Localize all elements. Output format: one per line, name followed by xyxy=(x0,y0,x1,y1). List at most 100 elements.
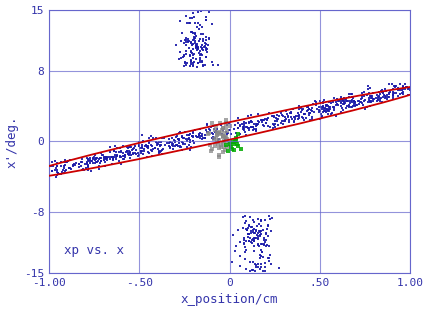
Point xyxy=(304,105,311,110)
Point xyxy=(132,151,139,156)
Point xyxy=(217,121,224,126)
Point xyxy=(199,46,206,51)
Point xyxy=(139,139,146,144)
Point xyxy=(189,139,196,144)
Point xyxy=(306,118,313,123)
Point xyxy=(115,159,122,164)
Point xyxy=(275,123,281,128)
Point xyxy=(94,156,100,161)
Point xyxy=(67,158,74,163)
Point xyxy=(169,136,175,141)
Point xyxy=(203,50,210,55)
Point xyxy=(350,104,357,109)
Point xyxy=(343,105,350,110)
Point xyxy=(53,163,60,168)
Point xyxy=(312,103,319,108)
Point xyxy=(183,36,190,41)
Point xyxy=(321,106,328,111)
Point xyxy=(204,122,211,127)
Point xyxy=(323,107,329,112)
Point xyxy=(385,91,392,96)
Point xyxy=(187,16,193,21)
Point xyxy=(121,156,128,161)
Point xyxy=(187,62,194,67)
Point xyxy=(400,90,407,95)
Point xyxy=(306,106,313,111)
Point xyxy=(390,90,396,95)
Point xyxy=(139,152,146,157)
Point xyxy=(345,103,352,108)
Point xyxy=(323,109,329,114)
Point xyxy=(139,149,146,154)
Point xyxy=(254,236,261,241)
Point xyxy=(153,136,160,141)
Point xyxy=(269,125,276,130)
Point xyxy=(290,114,297,119)
Point xyxy=(157,143,163,148)
Point xyxy=(245,125,252,130)
Point xyxy=(199,131,206,136)
Point xyxy=(308,109,315,114)
Point xyxy=(220,126,227,131)
Point xyxy=(226,139,233,144)
Point xyxy=(288,111,295,116)
Point xyxy=(187,132,194,137)
Point xyxy=(357,97,364,102)
Point xyxy=(242,221,248,226)
Point xyxy=(239,125,246,130)
Point xyxy=(359,101,366,106)
Point xyxy=(366,96,373,101)
Point xyxy=(240,126,247,131)
Point xyxy=(258,228,265,233)
Point xyxy=(251,226,257,231)
Point xyxy=(265,223,272,228)
Point xyxy=(261,124,268,129)
Point xyxy=(341,99,348,104)
Point xyxy=(99,152,106,157)
Point xyxy=(129,147,136,152)
Point xyxy=(121,152,128,157)
Point xyxy=(212,130,219,135)
Point xyxy=(252,128,259,133)
Point xyxy=(260,236,267,241)
Point xyxy=(257,256,263,261)
Point xyxy=(199,60,206,65)
Point xyxy=(69,162,76,167)
Point xyxy=(273,117,280,122)
Point xyxy=(176,130,183,135)
Point xyxy=(262,265,269,270)
Point xyxy=(276,265,283,270)
Point xyxy=(234,143,241,148)
Point xyxy=(250,228,257,233)
Point xyxy=(57,159,64,164)
Point xyxy=(214,126,221,131)
Point xyxy=(96,156,103,161)
Point xyxy=(176,130,183,135)
Point xyxy=(334,102,341,107)
Point xyxy=(183,49,190,54)
Point xyxy=(352,104,359,109)
Point xyxy=(187,21,193,26)
Point xyxy=(356,98,363,103)
Point xyxy=(185,136,192,141)
Point xyxy=(263,237,270,242)
Point xyxy=(216,153,223,158)
Point xyxy=(281,118,288,123)
Point xyxy=(328,112,335,117)
Point xyxy=(100,155,107,160)
Point xyxy=(252,231,259,236)
Point xyxy=(182,137,189,142)
Point xyxy=(202,17,209,22)
Point xyxy=(374,97,381,102)
Point xyxy=(196,132,202,137)
Point xyxy=(229,146,236,151)
Point xyxy=(367,94,374,99)
Point xyxy=(53,160,60,165)
Point xyxy=(347,100,353,105)
Point xyxy=(245,126,252,131)
Point xyxy=(276,114,283,119)
Point xyxy=(125,152,132,157)
Point xyxy=(90,155,97,160)
Point xyxy=(189,52,196,57)
Point xyxy=(390,92,397,97)
